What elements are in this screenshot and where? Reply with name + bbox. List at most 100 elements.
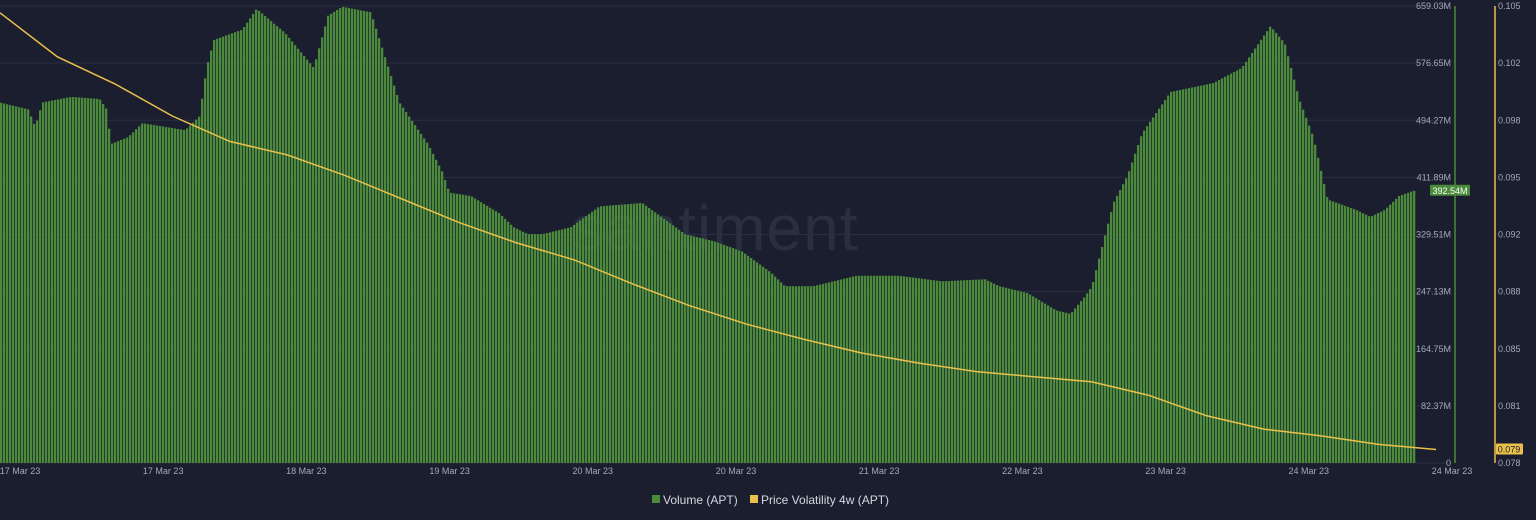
volume-bar xyxy=(1221,78,1224,463)
x-axis-tick: 21 Mar 23 xyxy=(859,466,900,476)
volume-bar xyxy=(723,244,726,463)
volume-bar xyxy=(285,34,288,463)
axes-layer xyxy=(1454,6,1496,463)
volume-bar xyxy=(876,275,879,463)
x-axis-tick: 23 Mar 23 xyxy=(1145,466,1186,476)
volume-bar xyxy=(1362,213,1365,463)
volatility-axis-tick: 0.092 xyxy=(1498,230,1521,240)
volume-bar xyxy=(591,211,594,463)
volume-axis-tick: 82.37M xyxy=(1421,401,1451,411)
volume-bar xyxy=(969,279,972,463)
volume-bar xyxy=(684,234,687,463)
volume-bar xyxy=(294,45,297,464)
volume-bar xyxy=(1185,88,1188,463)
volume-bar xyxy=(174,128,177,463)
volume-bar xyxy=(105,108,108,463)
volume-bar xyxy=(264,15,267,464)
volume-bar xyxy=(243,27,246,464)
volume-bar xyxy=(771,273,774,463)
volume-bar xyxy=(549,232,552,463)
volume-bar xyxy=(936,280,939,463)
volume-bar xyxy=(1098,258,1101,463)
volatility-badge-box xyxy=(1496,443,1523,455)
volume-bar xyxy=(720,243,723,463)
volume-bar xyxy=(1335,202,1338,463)
volume-bar xyxy=(714,241,717,463)
volume-bar xyxy=(834,280,837,463)
volume-bar xyxy=(1155,113,1158,464)
volume-bar xyxy=(519,230,522,463)
x-axis-tick: 24 Mar 23 xyxy=(1432,466,1473,476)
volume-bar xyxy=(1341,204,1344,464)
volume-bar xyxy=(1299,101,1302,464)
volume-bar xyxy=(786,286,789,463)
volume-bar xyxy=(1071,312,1074,463)
volume-bar xyxy=(753,260,756,463)
volume-bar xyxy=(516,228,519,463)
volume-bar xyxy=(1266,31,1269,463)
volume-bar xyxy=(168,127,171,464)
volume-bar xyxy=(900,276,903,463)
volatility-badge-text: 0.079 xyxy=(1498,444,1521,454)
volume-bar xyxy=(93,98,96,464)
volume-bar xyxy=(1179,90,1182,463)
volume-bar xyxy=(78,97,81,463)
volume-bar xyxy=(36,120,39,463)
volume-bars xyxy=(0,6,1416,464)
volume-bar xyxy=(639,203,642,463)
volume-bar xyxy=(234,32,237,463)
volume-bar xyxy=(1332,201,1335,464)
volume-bar xyxy=(414,125,417,463)
volume-bar xyxy=(984,279,987,463)
volume-bar xyxy=(324,26,327,464)
volume-bar xyxy=(183,129,186,463)
volume-bar xyxy=(924,279,927,463)
volume-bar xyxy=(186,128,189,463)
volume-axis-tick: 659.03M xyxy=(1416,1,1451,11)
volume-bar xyxy=(432,153,435,464)
volume-bar xyxy=(981,279,984,463)
x-axis-ticks: 17 Mar 23 17 Mar 23 18 Mar 23 19 Mar 23 20 M… xyxy=(0,466,1472,476)
volume-bar xyxy=(1395,198,1398,464)
volume-bar xyxy=(1041,301,1044,463)
volume-bar xyxy=(459,194,462,463)
volume-bar xyxy=(357,9,360,463)
volume-bar xyxy=(1038,299,1041,463)
volume-bar xyxy=(60,98,63,463)
volume-bar xyxy=(513,227,516,463)
volume-bar xyxy=(588,213,591,463)
volume-bar xyxy=(24,108,27,463)
volume-axis-tick: 494.27M xyxy=(1416,115,1451,125)
volume-bar xyxy=(861,275,864,463)
volume-bar xyxy=(849,277,852,463)
volume-bar xyxy=(1338,203,1341,463)
volume-bar xyxy=(1344,205,1347,463)
volume-bar xyxy=(1317,157,1320,464)
volume-bar xyxy=(579,220,582,463)
volume-bar xyxy=(279,28,282,463)
volume-bar xyxy=(573,224,576,463)
volume-bar xyxy=(273,23,276,463)
volume-bar xyxy=(147,124,150,464)
volume-bar xyxy=(735,249,738,463)
volume-bar xyxy=(858,275,861,463)
volume-bar xyxy=(15,106,18,463)
volume-bar xyxy=(1122,184,1125,464)
volume-bar xyxy=(867,275,870,463)
volume-bar xyxy=(1194,86,1197,463)
volume-bar xyxy=(423,138,426,463)
volatility-axis-tick: 0.081 xyxy=(1498,401,1521,411)
volatility-axis-ticks: 0.078 0.081 0.085 0.088 0.092 0.095 0.098 0.102… xyxy=(1498,1,1521,468)
volume-bar xyxy=(66,97,69,463)
volume-bar xyxy=(759,264,762,463)
volume-bar xyxy=(756,262,759,463)
volume-bar xyxy=(1002,287,1005,463)
volume-bar xyxy=(30,116,33,464)
volume-bar xyxy=(702,238,705,463)
volatility-axis-tick: 0.098 xyxy=(1498,115,1521,125)
volume-bar xyxy=(768,271,771,463)
volume-bar xyxy=(879,275,882,463)
volume-bar xyxy=(444,179,447,463)
volume-bar xyxy=(1074,308,1077,463)
